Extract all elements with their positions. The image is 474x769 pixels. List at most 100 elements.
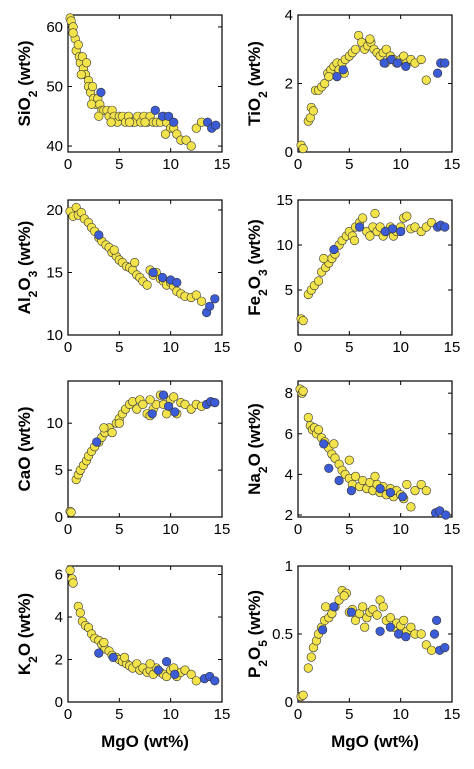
x-tick-label: 10	[392, 521, 409, 538]
yellow-point	[68, 578, 78, 588]
yellow-point	[107, 428, 117, 438]
y-tick-label: 50	[46, 78, 63, 95]
y-tick-label: 5	[55, 462, 63, 479]
panel-8: 0 5 10 15 0 0.5 1 P2O5 (wt%) MgO (wt%)	[245, 558, 460, 751]
y-tick-label: 40	[46, 138, 63, 155]
x-tick-label: 10	[392, 706, 409, 723]
blue-point	[355, 222, 365, 232]
yellow-point	[132, 404, 142, 414]
x-tick-label: 5	[115, 706, 123, 723]
blue-point	[398, 492, 408, 502]
x-tick-label: 5	[115, 521, 123, 538]
blue-point	[401, 632, 411, 642]
x-tick-label: 0	[64, 521, 72, 538]
yellow-point	[145, 395, 155, 405]
y-tick-label: 8	[285, 385, 293, 402]
y-tick-label: 0	[285, 144, 293, 161]
yellow-point	[416, 629, 426, 639]
y-tick-label: 2	[285, 76, 293, 93]
yellow-point	[140, 117, 150, 127]
yellow-point	[130, 257, 140, 268]
x-tick-label: 0	[294, 706, 302, 723]
x-axis-label: MgO (wt%)	[101, 732, 189, 751]
yellow-point	[410, 222, 420, 232]
x-tick-label: 5	[345, 521, 353, 538]
blue-point	[332, 71, 342, 82]
yellow-point	[329, 439, 339, 449]
x-tick-label: 0	[64, 339, 72, 356]
x-tick-label: 0	[294, 156, 302, 173]
yellow-point	[191, 290, 201, 300]
yellow-point	[406, 622, 416, 632]
yellow-point	[306, 652, 316, 662]
yellow-point	[303, 663, 313, 673]
x-tick-label: 15	[444, 521, 461, 538]
y-axis-label: Na2O (wt%)	[245, 403, 270, 495]
panel-2: 0 5 10 15 0 2 4 TiO2 (wt%)	[245, 7, 460, 173]
yellow-point	[75, 608, 85, 618]
yellow-point	[125, 117, 135, 127]
yellow-point	[350, 471, 361, 482]
yellow-point	[399, 615, 409, 626]
blue-point	[329, 244, 339, 255]
y-tick-label: 10	[46, 415, 63, 432]
y-axis-label: P2O5 (wt%)	[245, 590, 270, 678]
yellow-point	[106, 117, 116, 127]
yellow-point	[319, 253, 329, 264]
blue-point	[385, 622, 396, 632]
blue-point	[96, 87, 106, 97]
yellow-point	[370, 208, 380, 219]
blue-point	[318, 625, 328, 635]
yellow-point	[358, 213, 368, 223]
x-tick-label: 15	[444, 706, 461, 723]
y-tick-label: 10	[46, 327, 63, 344]
yellow-point	[320, 78, 330, 89]
y-tick-label: 0	[55, 694, 63, 711]
yellow-point	[426, 645, 437, 655]
blue-point	[346, 607, 357, 617]
blue-point	[157, 272, 168, 283]
blue-point	[164, 111, 174, 121]
blue-point	[338, 65, 348, 75]
blue-point	[334, 475, 344, 486]
y-tick-label: 6	[55, 567, 63, 584]
yellow-point	[99, 637, 109, 648]
yellow-point	[381, 44, 391, 54]
yellow-point	[372, 610, 382, 620]
x-tick-label: 0	[294, 339, 302, 356]
yellow-point	[160, 129, 171, 139]
yellow-point	[350, 44, 361, 54]
yellow-point	[416, 479, 426, 490]
yellow-point	[86, 99, 97, 109]
blue-point	[440, 222, 450, 232]
yellow-point	[142, 280, 152, 290]
x-tick-label: 5	[345, 156, 353, 173]
blue-point	[172, 277, 182, 288]
yellow-point	[94, 111, 104, 121]
x-tick-label: 15	[214, 339, 231, 356]
y-tick-label: 2	[285, 507, 293, 524]
yellow-point	[298, 386, 308, 396]
blue-point	[319, 439, 329, 449]
x-tick-label: 10	[392, 156, 409, 173]
yellow-point	[68, 28, 78, 38]
y-tick-label: 60	[46, 19, 63, 36]
yellow-point	[196, 296, 207, 306]
yellow-point	[87, 81, 98, 92]
x-tick-label: 0	[64, 156, 72, 173]
blue-point	[147, 409, 157, 419]
yellow-point	[162, 409, 172, 419]
yellow-point	[313, 425, 324, 435]
yellow-point	[114, 418, 124, 428]
blue-point	[205, 301, 215, 311]
blue-point	[210, 676, 220, 686]
y-tick-label: 4	[285, 7, 293, 24]
yellow-point	[76, 69, 86, 80]
blue-point	[324, 463, 334, 473]
y-tick-label: 0	[55, 509, 63, 526]
blue-point	[432, 615, 442, 626]
blue-point	[164, 401, 174, 411]
blue-point	[148, 267, 158, 278]
y-tick-label: 6	[285, 426, 293, 443]
blue-point	[401, 61, 411, 72]
